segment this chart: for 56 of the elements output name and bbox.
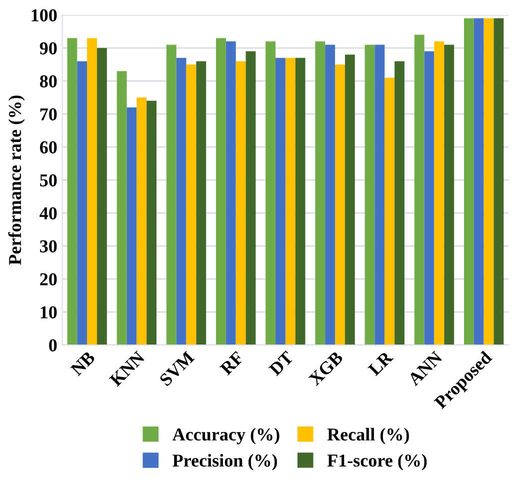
bar — [315, 41, 326, 345]
y-axis-title: Performance rate (%) — [8, 96, 25, 265]
bar — [295, 58, 306, 345]
bar — [325, 44, 336, 345]
bar — [136, 98, 147, 345]
bar — [414, 34, 424, 345]
bar — [67, 38, 78, 345]
bar — [166, 44, 176, 345]
bar — [216, 38, 226, 345]
bar — [186, 64, 196, 345]
bar — [116, 71, 127, 345]
x-tick-label: RF — [220, 350, 244, 376]
bar — [394, 61, 404, 345]
bar — [266, 41, 276, 345]
y-tick-label: 80 — [40, 75, 57, 88]
y-tick-label: 10 — [40, 306, 57, 318]
y-tick-label: 100 — [32, 9, 57, 22]
bar — [364, 44, 375, 345]
bar — [344, 54, 355, 345]
y-tick-label: 70 — [40, 108, 57, 120]
y-tick-label: 20 — [40, 273, 57, 286]
bar — [246, 51, 256, 345]
x-tick-label: LR — [368, 350, 394, 376]
x-tick-label: DT — [268, 350, 294, 376]
bar — [276, 58, 286, 345]
bar — [374, 44, 385, 345]
bar — [285, 58, 296, 345]
bar — [77, 61, 88, 345]
bar — [176, 58, 186, 345]
legend-label: Recall (%) — [327, 428, 409, 444]
bar — [384, 78, 395, 345]
bar — [126, 107, 137, 345]
bar — [196, 61, 206, 345]
bar — [236, 61, 246, 345]
bar — [335, 64, 345, 345]
bar — [434, 41, 444, 345]
bar — [474, 18, 484, 345]
y-tick-label: 90 — [40, 42, 57, 54]
bar — [494, 18, 504, 345]
bar — [444, 44, 454, 345]
y-tick-label: 50 — [40, 174, 57, 186]
legend-label: Precision (%) — [172, 454, 277, 470]
y-tick-label: 40 — [40, 207, 57, 220]
bar — [146, 100, 157, 345]
bar — [424, 51, 434, 345]
y-tick-label: 60 — [40, 141, 57, 154]
y-tick-label: 30 — [40, 240, 57, 252]
bar — [226, 41, 236, 345]
x-tick-label: NB — [70, 350, 96, 376]
bar — [96, 48, 107, 345]
legend-label: Accuracy (%) — [172, 428, 280, 444]
bar — [484, 18, 494, 345]
legend-label: F1-score (%) — [327, 454, 427, 470]
y-tick-label: 0 — [49, 339, 57, 352]
bar — [87, 38, 97, 345]
bar — [464, 18, 474, 345]
